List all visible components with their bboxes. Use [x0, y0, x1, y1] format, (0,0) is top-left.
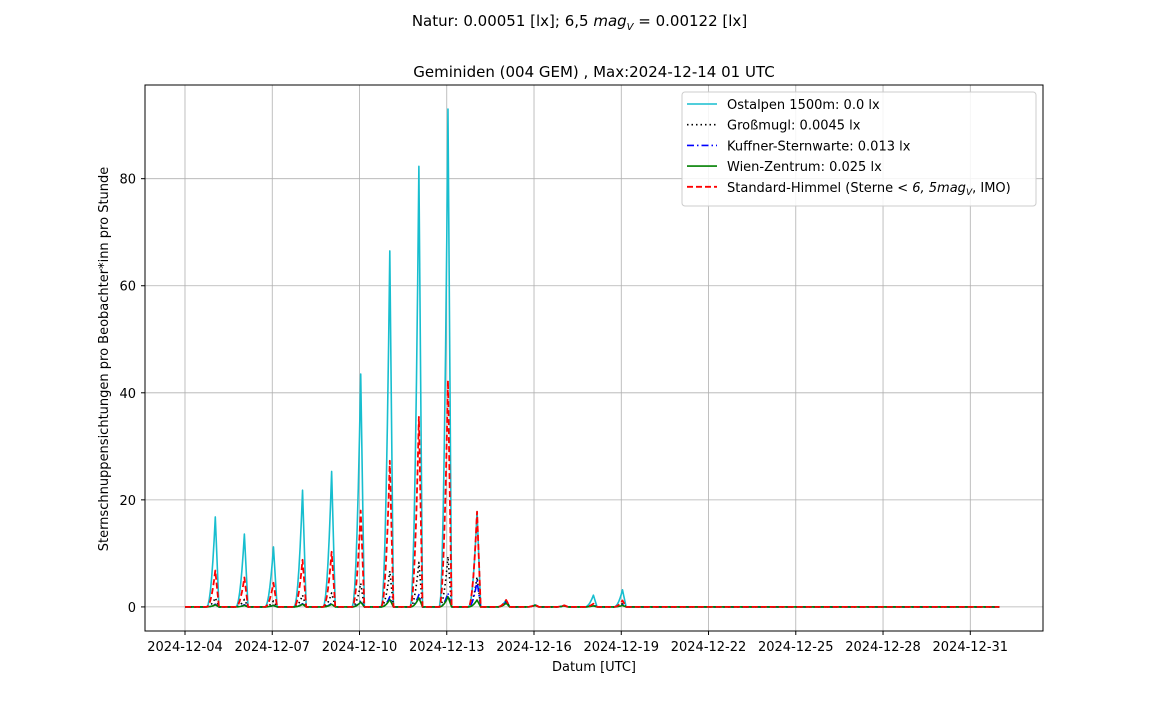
legend-label-1: Großmugl: 0.0045 lx — [727, 119, 861, 134]
y-tick-label: 80 — [119, 173, 136, 188]
figure-suptitle: Natur: 0.00051 [lx]; 6,5 magV = 0.00122 … — [411, 12, 748, 33]
x-tick-label: 2024-12-19 — [583, 640, 659, 655]
legend-box — [681, 91, 1037, 207]
y-tick-label: 0 — [128, 601, 136, 616]
legend-label-2: Kuffner-Sternwarte: 0.013 lx — [727, 139, 911, 154]
series-line-3 — [184, 595, 1000, 608]
legend-label-0: Ostalpen 1500m: 0.0 lx — [727, 98, 880, 113]
x-tick-label: 2024-12-22 — [671, 640, 747, 655]
x-tick-label: 2024-12-04 — [147, 640, 223, 655]
x-axis: 2024-12-04 2024-12-07 2024-12-10 2024-12-13… — [147, 631, 1008, 655]
legend: Ostalpen 1500m: 0.0 lx Großmugl: 0.0045 l… — [681, 91, 1037, 207]
x-tick-label: 2024-12-28 — [845, 640, 921, 655]
x-tick-label: 2024-12-31 — [933, 640, 1009, 655]
x-axis-label: Datum [UTC] — [552, 660, 636, 675]
legend-label-3: Wien-Zentrum: 0.025 lx — [727, 160, 882, 175]
y-tick-label: 40 — [119, 387, 136, 402]
legend-label-4: Standard-Himmel (Sterne < 6, 5magV, IMO) — [727, 181, 1011, 198]
x-tick-label: 2024-12-07 — [234, 640, 310, 655]
series-line-4 — [184, 379, 1000, 608]
x-tick-label: 2024-12-25 — [758, 640, 834, 655]
chart-title: Geminiden (004 GEM) , Max:2024-12-14 01 … — [413, 63, 774, 81]
series-lines — [184, 108, 1000, 608]
y-axis-label: Sternschnuppensichtungen pro Beobachter*… — [97, 167, 112, 552]
x-tick-label: 2024-12-16 — [496, 640, 572, 655]
series-line-2 — [184, 580, 1000, 608]
plot-frame — [144, 84, 1044, 632]
y-tick-label: 20 — [119, 494, 136, 509]
y-tick-label: 60 — [119, 280, 136, 295]
x-tick-label: 2024-12-13 — [409, 640, 485, 655]
y-axis: 0 20 40 60 80 — [119, 173, 145, 616]
x-tick-label: 2024-12-10 — [322, 640, 398, 655]
